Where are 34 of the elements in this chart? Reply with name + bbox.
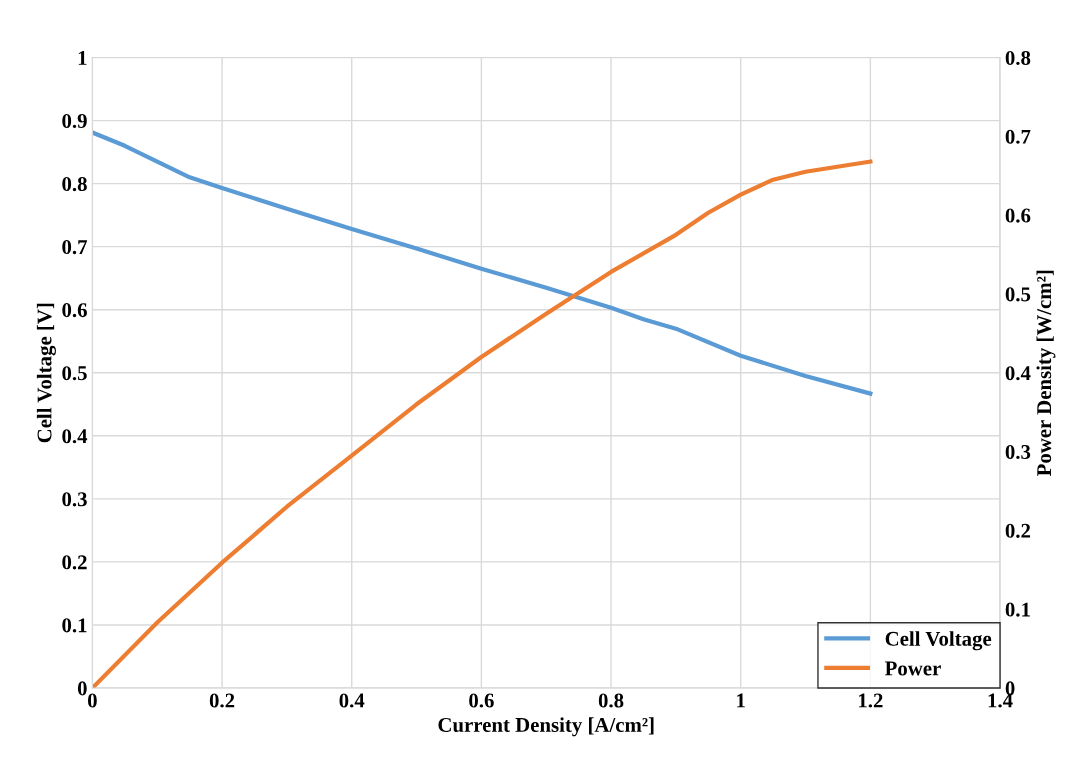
y-tick-label: 0.7 [62,240,88,255]
y2-tick-label: 0.2 [1005,523,1031,538]
y-tick-label: 0.6 [62,303,87,318]
x-tick-label: 1.4 [988,693,1013,708]
legend-label: Cell Voltage [885,631,992,651]
y2-tick-label: 0.5 [1005,287,1031,302]
x-tick-label: 1.2 [859,693,883,708]
y2-tick-label: 0.3 [1005,444,1031,460]
legend-label: Power [884,661,941,676]
y2-tick-label: 0 [1005,681,1015,696]
y-tick-label: 0.1 [62,618,87,633]
y2-tick-label: 0.8 [1005,50,1031,66]
y2-axis-title: Power Density [W/cm²] [1036,270,1056,477]
x-axis-title: Current Density [A/cm²] [438,717,654,737]
y2-tick-label: 0.6 [1005,208,1031,223]
y2-tick-label: 0.4 [1005,366,1031,381]
y-tick-label: 1 [78,51,87,65]
y-tick-label: 0.9 [62,113,87,129]
x-tick-label: 0.8 [598,693,624,708]
line-series [92,130,873,396]
y-tick-label: 0.3 [62,492,87,507]
y-tick-label: 0 [77,681,87,696]
x-tick-label: 0.6 [469,693,494,708]
y2-tick-label: 0.7 [1005,129,1031,144]
y-tick-label: 0.2 [62,555,87,570]
y2-tick-label: 0.1 [1005,602,1030,617]
y-tick-label: 0.4 [62,429,88,444]
y-axis-title: Cell Voltage [V] [36,303,56,443]
x-tick-label: 0.4 [339,693,365,708]
y-tick-label: 0.8 [62,176,87,192]
x-tick-label: 0.2 [209,693,235,708]
x-tick-label: 1 [737,693,745,708]
y-tick-label: 0.5 [62,366,87,381]
line-series [92,159,873,688]
